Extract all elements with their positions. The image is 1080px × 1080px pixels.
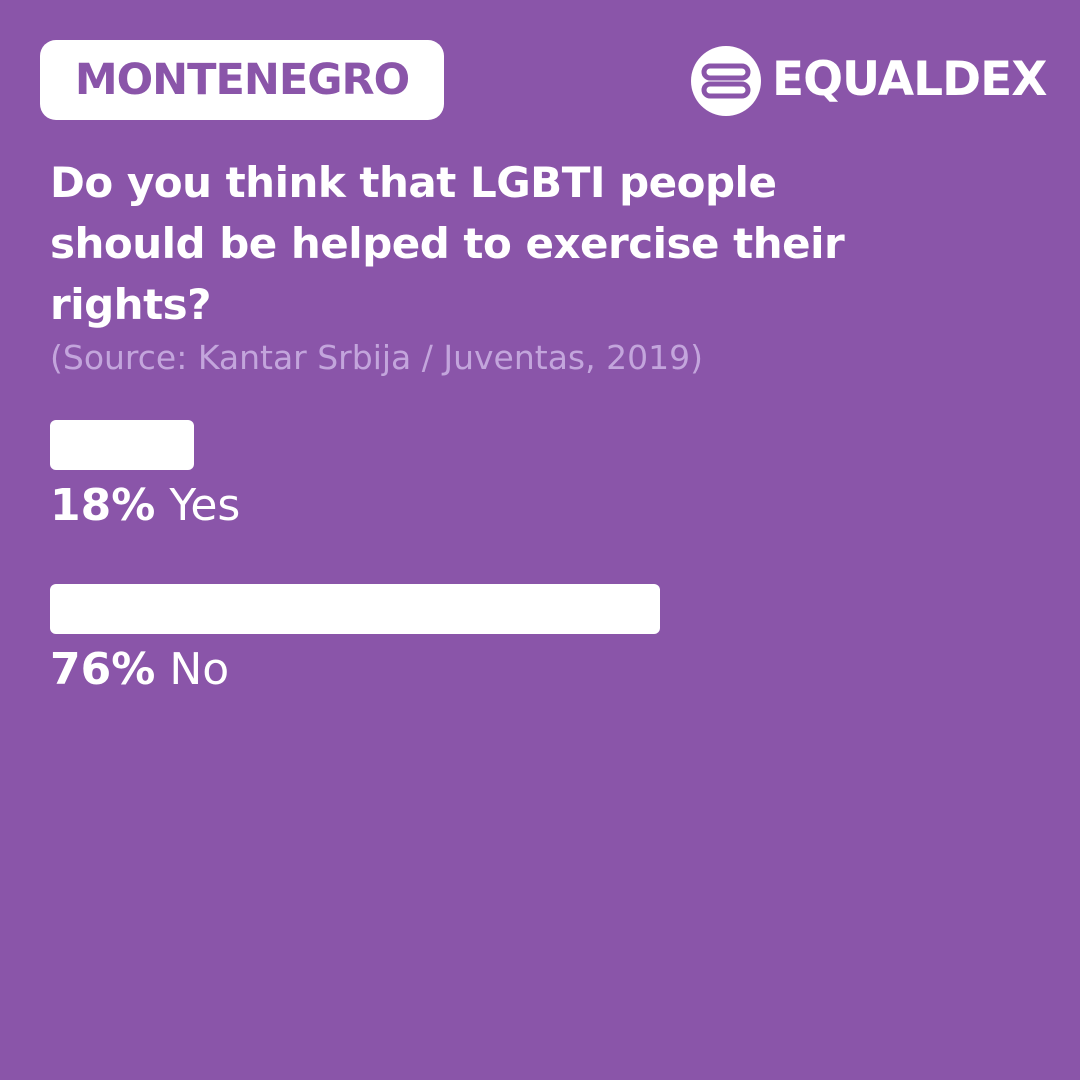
logo — [691, 46, 761, 116]
category-label: Yes — [169, 480, 241, 531]
category-label: No — [169, 644, 230, 695]
bar — [50, 584, 660, 634]
value-label: 76% — [50, 644, 156, 695]
chart-title: Do you think that LGBTI people should be… — [50, 158, 845, 329]
chart-subtitle: (Source: Kantar Srbija / Juventas, 2019) — [50, 338, 703, 377]
bar — [50, 420, 195, 470]
bar-label: 76% No — [50, 642, 229, 698]
brand: EQUALDEX — [772, 52, 1047, 107]
value-label: 18% — [50, 480, 156, 531]
bar-label: 18% Yes — [50, 478, 240, 534]
country-badge: MONTENEGRO — [40, 40, 444, 120]
